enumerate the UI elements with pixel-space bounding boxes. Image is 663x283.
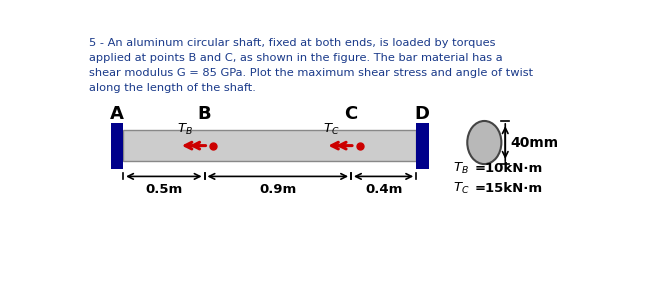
Bar [416, 123, 428, 169]
Text: =15kN·m: =15kN·m [474, 182, 542, 195]
Text: along the length of the shaft.: along the length of the shaft. [89, 83, 256, 93]
Text: $T_C$: $T_C$ [453, 181, 470, 196]
Text: A: A [110, 104, 124, 123]
Text: $T_C$: $T_C$ [324, 122, 340, 137]
Text: B: B [198, 104, 211, 123]
Text: $T_B$: $T_B$ [177, 122, 193, 137]
Text: 5 - An aluminum circular shaft, fixed at both ends, is loaded by torques: 5 - An aluminum circular shaft, fixed at… [89, 38, 495, 48]
Bar [111, 123, 123, 169]
Bar [123, 130, 416, 161]
Text: =10kN·m: =10kN·m [474, 162, 542, 175]
Text: 0.9m: 0.9m [259, 183, 296, 196]
Text: $T_B$: $T_B$ [453, 161, 469, 176]
Text: D: D [415, 104, 430, 123]
Text: 0.4m: 0.4m [365, 183, 402, 196]
Text: shear modulus G = 85 GPa. Plot the maximum shear stress and angle of twist: shear modulus G = 85 GPa. Plot the maxim… [89, 68, 533, 78]
Text: C: C [344, 104, 357, 123]
Ellipse shape [467, 121, 501, 164]
Text: 40mm: 40mm [511, 136, 559, 149]
Text: 0.5m: 0.5m [145, 183, 182, 196]
Text: applied at points B and C, as shown in the figure. The bar material has a: applied at points B and C, as shown in t… [89, 53, 503, 63]
